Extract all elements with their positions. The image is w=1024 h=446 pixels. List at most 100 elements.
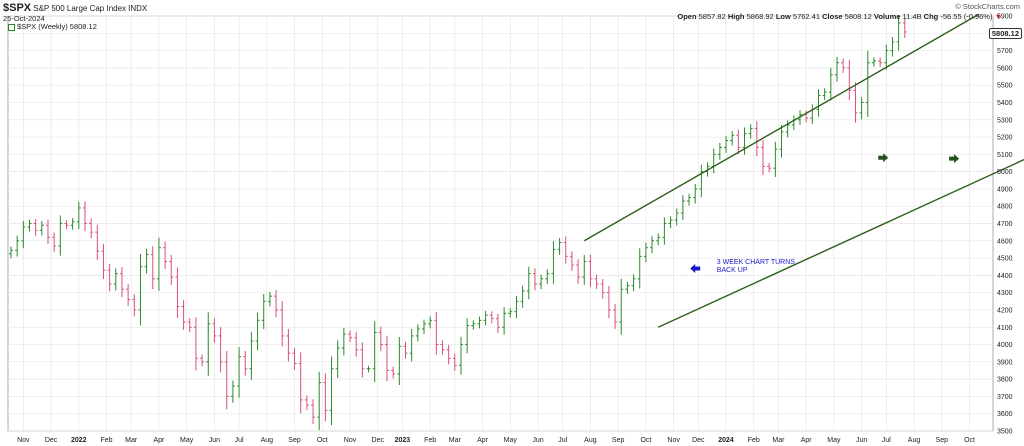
ohlc-bar: [662, 217, 667, 245]
ohlc-bar: [600, 279, 605, 299]
right-arrow-icon: [878, 153, 889, 163]
ohlc-bar: [687, 193, 692, 206]
channel-upper-line: [583, 13, 980, 242]
y-tick-label: 5400: [997, 100, 1013, 107]
ohlc-bar: [730, 131, 735, 146]
ohlc-bar: [280, 301, 285, 347]
volume-value: 11.4B: [902, 12, 922, 21]
ohlc-bar: [890, 36, 895, 57]
ohlc-bar: [397, 337, 402, 386]
ohlc-bar: [144, 248, 149, 274]
ohlc-bar: [391, 366, 396, 379]
ohlc-bar: [304, 395, 309, 411]
ohlc-bar: [613, 304, 618, 329]
ohlc-bar: [742, 127, 747, 155]
ohlc-bar: [650, 236, 655, 254]
symbol: $SPX: [3, 2, 32, 14]
close-value: 5808.12: [844, 12, 872, 21]
ohlc-bar: [520, 285, 525, 308]
ohlc-bar: [317, 371, 322, 431]
y-tick-label: 5100: [997, 152, 1013, 159]
ohlc-bar: [70, 217, 75, 230]
x-tick-label: Sep: [288, 437, 301, 444]
y-tick-label: 4800: [997, 204, 1013, 211]
ohlc-bar: [878, 57, 883, 67]
ohlc-bar: [539, 274, 544, 290]
exchange: INDX: [128, 4, 148, 13]
ohlc-bar: [465, 318, 470, 354]
x-tick-label: May: [180, 437, 194, 444]
ohlc-bar: [717, 142, 722, 160]
change-label: Chg: [923, 12, 939, 21]
ohlc-bar: [606, 285, 611, 319]
ohlc-bar: [495, 313, 500, 334]
ohlc-bar: [582, 255, 587, 285]
ohlc-bar: [545, 269, 550, 284]
ohlc-bar: [551, 240, 556, 284]
low-value: 5762.41: [792, 12, 821, 21]
ohlc-bar: [816, 89, 821, 117]
ohlc-bar: [218, 327, 223, 373]
left-arrow-icon: [690, 263, 701, 273]
ohlc-bar: [563, 236, 568, 264]
x-tick-label: Jun: [856, 437, 867, 444]
ohlc-bar: [366, 365, 371, 373]
y-tick-label: 5200: [997, 135, 1013, 142]
annotation-text: 3 WEEK CHART TURNS: [717, 259, 796, 266]
ohlc-bar: [896, 15, 901, 51]
ohlc-bar: [181, 299, 186, 330]
y-tick-label: 4700: [997, 221, 1013, 228]
y-tick-label: 3700: [997, 394, 1013, 401]
x-tick-label: Jun: [209, 437, 220, 444]
ohlc-bar: [403, 341, 408, 359]
x-tick-label: Jul: [235, 437, 244, 444]
ohlc-bar: [132, 294, 137, 317]
x-tick-label: Dec: [692, 437, 705, 444]
ohlc-bar: [514, 295, 519, 319]
ohlc-bar: [477, 316, 482, 329]
ohlc-bar: [699, 164, 704, 198]
channel-lower-line: [657, 158, 1024, 328]
x-tick-label: Feb: [424, 437, 436, 444]
ohlc-bar: [341, 328, 346, 356]
y-tick-label: 5000: [997, 169, 1013, 176]
x-axis: Nov Dec 2022 Feb Mar Apr May Jun Jul Aug Sep Oct Nov…: [17, 437, 975, 444]
ohlc-bar: [58, 215, 63, 256]
ohlc-bar: [532, 268, 537, 291]
series-legend: $SPX (Weekly) 5808.12: [8, 22, 97, 31]
ohlc-bar: [847, 59, 852, 101]
ohlc-bar: [859, 97, 864, 120]
ohlc-bar: [557, 237, 562, 255]
ohlc-bar: [329, 356, 334, 426]
ohlc-bar: [594, 274, 599, 290]
ohlc-bar: [736, 129, 741, 155]
x-tick-label: Aug: [908, 437, 921, 444]
x-tick-label: Jul: [558, 437, 567, 444]
ohlc-bar: [828, 67, 833, 101]
ohlc-bar: [21, 220, 26, 249]
y-tick-label: 3900: [997, 359, 1013, 366]
ohlc-bar: [674, 208, 679, 226]
ohlc-bar: [452, 353, 457, 371]
ohlc-bar: [230, 380, 235, 403]
ohlc-bar: [631, 274, 636, 292]
x-tick-label: Mar: [125, 437, 138, 444]
price-bars: [9, 15, 907, 431]
x-tick-label: Apr: [801, 437, 813, 444]
volume-label: Volume: [873, 12, 901, 21]
ohlc-bar: [39, 221, 44, 236]
x-tick-label: Nov: [667, 437, 680, 444]
low-label: Low: [775, 12, 791, 21]
ohlc-bar: [680, 195, 685, 221]
ohlc-bar: [902, 17, 907, 38]
ohlc-bar: [323, 373, 328, 422]
ohlc-bar: [255, 312, 260, 351]
change-down-icon: ▼: [994, 12, 1002, 21]
ohlc-bar: [224, 351, 229, 410]
y-tick-label: 5300: [997, 117, 1013, 124]
ohlc-bar: [711, 148, 716, 174]
ohlc-bar: [372, 321, 377, 383]
ohlc-bar: [76, 201, 81, 230]
x-tick-label: Oct: [640, 437, 651, 444]
